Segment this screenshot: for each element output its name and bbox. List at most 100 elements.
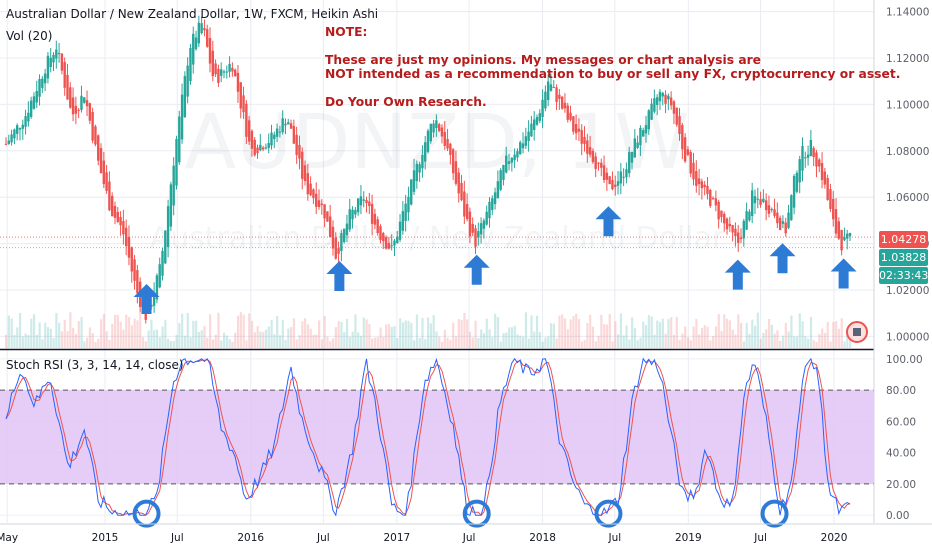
volume-bar xyxy=(835,321,838,348)
candle-body xyxy=(49,57,52,68)
candle-body xyxy=(555,87,558,102)
stoch-legend[interactable]: Stoch RSI (3, 3, 14, 14, close) xyxy=(6,358,184,372)
volume-bar xyxy=(119,321,122,348)
volume-bar xyxy=(217,312,220,348)
symbol-title[interactable]: Australian Dollar / New Zealand Dollar, … xyxy=(6,7,379,21)
volume-bar xyxy=(407,320,410,348)
volume-bar xyxy=(569,319,572,348)
candle-body xyxy=(454,161,458,184)
candle-body xyxy=(812,148,815,158)
volume-bar xyxy=(418,337,421,348)
candle-body xyxy=(340,233,343,252)
candle-body xyxy=(110,195,114,217)
candle-body xyxy=(569,112,572,120)
candle-body xyxy=(178,116,181,163)
volume-bar xyxy=(840,318,843,348)
candle-body xyxy=(647,110,650,130)
volume-bar xyxy=(636,340,639,348)
volume-bar xyxy=(650,316,653,348)
volume-bar xyxy=(354,314,357,348)
candle-body xyxy=(242,95,245,113)
volume-bar xyxy=(209,314,212,348)
candle-body xyxy=(477,231,480,238)
volume-bar xyxy=(72,327,75,348)
candle-body xyxy=(180,94,184,140)
current-price-tag: 1.04278 xyxy=(879,231,928,248)
candle-body xyxy=(650,103,653,120)
volume-bar xyxy=(639,337,642,348)
candle-body xyxy=(373,213,377,225)
volume-bar xyxy=(494,313,497,348)
volume-bar xyxy=(631,317,634,348)
time-tick-label: 2019 xyxy=(675,532,702,544)
candle-body xyxy=(689,152,692,174)
candle-body xyxy=(614,184,617,187)
volume-bar xyxy=(382,336,385,348)
volume-bar xyxy=(147,330,150,348)
volume-bar xyxy=(644,325,648,348)
candle-body xyxy=(292,126,296,144)
candle-body xyxy=(315,193,318,207)
candle-body xyxy=(331,226,335,249)
volume-bar xyxy=(239,312,242,348)
volume-legend[interactable]: Vol (20) xyxy=(6,29,53,43)
volume-bar xyxy=(60,331,64,348)
volume-bar xyxy=(672,334,676,348)
time-tick-label: 2020 xyxy=(821,532,848,544)
candle-body xyxy=(192,33,195,65)
candle-body xyxy=(183,76,187,118)
alert-badge-icon xyxy=(846,321,868,343)
volume-bar xyxy=(169,341,173,348)
candle-body xyxy=(792,175,796,208)
stoch-circle-markers xyxy=(132,499,789,528)
volume-bar xyxy=(661,318,664,348)
volume-bar xyxy=(281,320,284,348)
volume-bar xyxy=(784,322,787,348)
candle-body xyxy=(675,107,678,125)
candle-body xyxy=(10,134,13,143)
volume-bar xyxy=(399,318,402,348)
candle-body xyxy=(273,134,276,140)
candle-body xyxy=(488,201,491,219)
volume-bar xyxy=(211,339,215,348)
candle-body xyxy=(505,155,508,173)
volume-bar xyxy=(728,320,732,348)
candle-body xyxy=(485,211,488,225)
volume-bar xyxy=(340,322,343,348)
volume-bar xyxy=(323,315,326,348)
circle-marker-icon xyxy=(594,499,623,528)
volume-bar xyxy=(195,320,198,348)
candle-body xyxy=(507,161,511,165)
candle-body xyxy=(7,140,10,144)
volume-bar xyxy=(189,337,192,348)
candle-body xyxy=(127,236,131,258)
volume-bar xyxy=(331,338,335,348)
candle-body xyxy=(27,112,30,122)
volume-bar xyxy=(678,339,681,348)
volume-bar xyxy=(544,337,547,348)
volume-bar xyxy=(449,339,452,348)
volume-bar xyxy=(474,320,477,348)
candle-body xyxy=(88,103,92,121)
candle-body xyxy=(309,183,312,196)
volume-bar xyxy=(468,331,472,348)
volume-bar xyxy=(130,325,133,348)
candle-body xyxy=(401,211,405,231)
volume-bar xyxy=(287,328,290,348)
volume-bar xyxy=(823,332,827,348)
stoch-tick-label: 80.00 xyxy=(886,385,916,397)
volume-bar xyxy=(133,318,136,348)
candle-body xyxy=(580,130,583,144)
volume-bar xyxy=(826,321,829,348)
volume-bar xyxy=(647,315,650,348)
candle-body xyxy=(653,98,656,112)
volume-bar xyxy=(150,319,153,348)
volume-bar xyxy=(748,333,751,348)
candle-body xyxy=(471,223,474,233)
volume-bar xyxy=(686,337,690,348)
candle-body xyxy=(387,242,391,249)
volume-bar xyxy=(35,334,38,348)
volume-bar xyxy=(155,329,159,348)
candle-body xyxy=(832,198,835,220)
